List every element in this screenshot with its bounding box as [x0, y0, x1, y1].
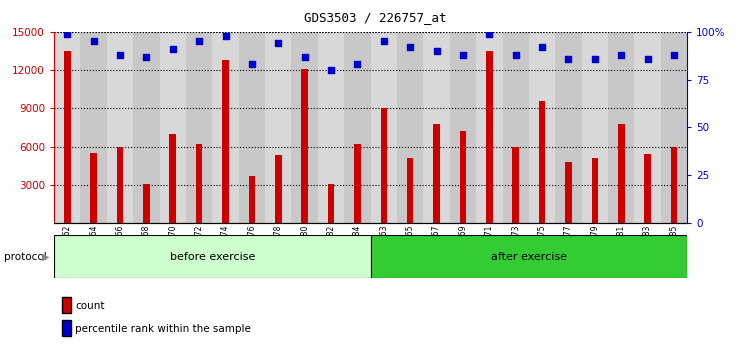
Bar	[265, 32, 291, 223]
Bar	[318, 32, 344, 223]
Bar	[90, 153, 97, 223]
Text: before exercise: before exercise	[170, 252, 255, 262]
Point	[325, 67, 337, 73]
Bar	[371, 32, 397, 223]
Bar	[107, 32, 133, 223]
Bar	[54, 32, 80, 223]
Text: percentile rank within the sample: percentile rank within the sample	[75, 324, 251, 333]
Bar	[222, 60, 229, 223]
Point	[404, 44, 416, 50]
Bar	[170, 134, 176, 223]
Point	[114, 52, 126, 58]
Bar	[301, 69, 308, 223]
Bar	[635, 32, 661, 223]
Text: after exercise: after exercise	[491, 252, 567, 262]
Text: count: count	[75, 301, 104, 310]
Point	[62, 31, 74, 36]
Point	[484, 31, 496, 36]
Point	[562, 56, 575, 62]
Bar	[476, 32, 502, 223]
Bar	[186, 32, 213, 223]
Bar	[160, 32, 186, 223]
Bar	[555, 32, 582, 223]
Bar	[397, 32, 424, 223]
Bar	[196, 144, 203, 223]
Bar	[133, 32, 159, 223]
Bar	[407, 158, 414, 223]
Point	[246, 62, 258, 67]
Bar	[424, 32, 450, 223]
Point	[615, 52, 627, 58]
Bar	[327, 183, 334, 223]
Bar	[450, 32, 476, 223]
Bar	[213, 32, 239, 223]
Bar	[64, 51, 71, 223]
FancyBboxPatch shape	[54, 235, 371, 278]
Point	[299, 54, 311, 59]
Bar	[344, 32, 371, 223]
Bar	[566, 162, 572, 223]
Bar	[502, 32, 529, 223]
Bar	[80, 32, 107, 223]
Bar	[239, 32, 265, 223]
Point	[668, 52, 680, 58]
Bar	[275, 155, 282, 223]
Bar	[608, 32, 635, 223]
Bar	[661, 32, 687, 223]
Bar	[538, 101, 545, 223]
Point	[167, 46, 179, 52]
Bar	[354, 144, 360, 223]
Point	[510, 52, 522, 58]
Point	[140, 54, 152, 59]
Point	[457, 52, 469, 58]
Point	[219, 33, 231, 39]
Text: protocol: protocol	[4, 252, 47, 262]
Point	[193, 39, 205, 44]
Point	[430, 48, 442, 54]
Point	[589, 56, 601, 62]
Point	[378, 39, 390, 44]
Bar	[582, 32, 608, 223]
Text: GDS3503 / 226757_at: GDS3503 / 226757_at	[304, 11, 447, 24]
Bar	[433, 124, 440, 223]
Bar	[529, 32, 555, 223]
Bar	[249, 176, 255, 223]
Bar	[512, 147, 519, 223]
Bar	[143, 183, 149, 223]
FancyBboxPatch shape	[371, 235, 687, 278]
Point	[88, 39, 100, 44]
Bar	[486, 51, 493, 223]
Bar	[381, 108, 387, 223]
Bar	[592, 158, 598, 223]
Point	[641, 56, 653, 62]
Bar	[618, 124, 625, 223]
Point	[273, 40, 285, 46]
Bar	[291, 32, 318, 223]
Bar	[644, 154, 651, 223]
Text: ▶: ▶	[42, 252, 50, 262]
Point	[351, 62, 363, 67]
Bar	[116, 147, 123, 223]
Bar	[671, 147, 677, 223]
Bar	[460, 131, 466, 223]
Point	[536, 44, 548, 50]
